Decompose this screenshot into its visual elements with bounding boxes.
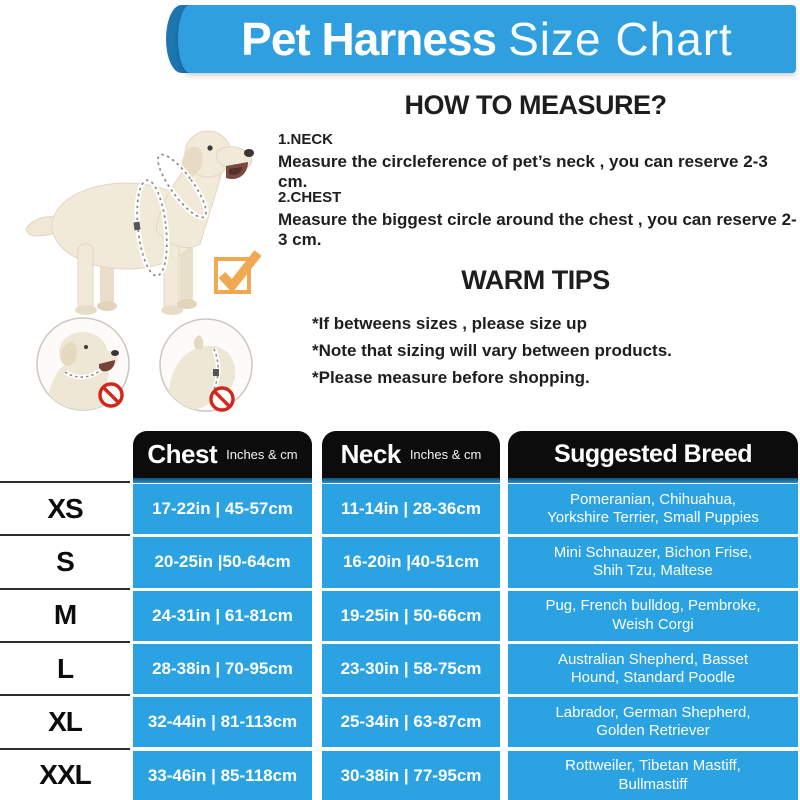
neck-cell: 16-20in |40-51cm bbox=[322, 537, 500, 588]
neck-header-unit: Inches & cm bbox=[409, 447, 482, 462]
breed-column-header: Suggested Breed bbox=[508, 431, 798, 478]
neck-header-strip bbox=[322, 478, 500, 483]
neck-column-header: Neck Inches & cm bbox=[322, 431, 500, 478]
prohibited-icon bbox=[209, 386, 235, 412]
warm-tip-3: *Please measure before shopping. bbox=[312, 368, 590, 387]
neck-cell: 30-38in | 77-95cm bbox=[322, 750, 500, 800]
size-cell: L bbox=[0, 640, 130, 695]
step-chest-text: Measure the biggest circle around the ch… bbox=[278, 210, 797, 249]
chest-cell: 17-22in | 45-57cm bbox=[133, 484, 312, 535]
page-title-bold: Pet Harness bbox=[241, 13, 497, 65]
warm-tips-title: WARM TIPS bbox=[461, 265, 610, 295]
neck-header-label: Neck bbox=[340, 439, 402, 469]
breed-cell: Pug, French bulldog, Pembroke, Weish Cor… bbox=[508, 590, 798, 641]
warm-tip-1: *If betweens sizes , please size up bbox=[312, 314, 587, 333]
chest-cell: 32-44in | 81-113cm bbox=[133, 697, 312, 748]
incorrect-measure-inset-1 bbox=[36, 317, 130, 411]
step-neck-label: 1.NECK bbox=[278, 131, 334, 148]
chest-header-strip bbox=[133, 478, 312, 483]
breed-header-strip bbox=[508, 478, 798, 483]
neck-cell: 23-30in | 58-75cm bbox=[322, 643, 500, 695]
chest-cell: 28-38in | 70-95cm bbox=[133, 643, 312, 695]
chest-column-header: Chest Inches & cm bbox=[133, 431, 312, 478]
breed-cell: Australian Shepherd, Basset Hound, Stand… bbox=[508, 643, 798, 695]
step-neck-text: Measure the circleference of pet’s neck … bbox=[278, 152, 768, 191]
breed-cell: Rottweiler, Tibetan Mastiff, Bullmastiff bbox=[508, 750, 798, 800]
chest-header-label: Chest bbox=[147, 439, 218, 469]
page-title-light: Size Chart bbox=[508, 13, 733, 65]
chest-header-unit: Inches & cm bbox=[226, 447, 298, 462]
breed-cell: Labrador, German Shepherd, Golden Retrie… bbox=[508, 697, 798, 748]
chest-cell: 24-31in | 61-81cm bbox=[133, 590, 312, 641]
neck-cell: 25-34in | 63-87cm bbox=[322, 697, 500, 748]
how-to-measure-title: HOW TO MEASURE? bbox=[404, 90, 668, 120]
neck-cell: 11-14in | 28-36cm bbox=[322, 484, 500, 535]
size-cell: S bbox=[0, 534, 130, 588]
checkmark-icon bbox=[214, 250, 262, 294]
incorrect-measure-inset-2 bbox=[159, 318, 253, 412]
step-chest-label: 2.CHEST bbox=[278, 189, 342, 206]
chest-cell: 20-25in |50-64cm bbox=[133, 537, 312, 588]
chest-cell: 33-46in | 85-118cm bbox=[133, 750, 312, 800]
neck-cell: 19-25in | 50-66cm bbox=[322, 590, 500, 641]
breed-header-label: Suggested Breed bbox=[553, 440, 753, 468]
prohibited-icon bbox=[98, 382, 124, 408]
warm-tip-2: *Note that sizing will vary between prod… bbox=[312, 341, 672, 360]
size-cell: XL bbox=[0, 694, 130, 748]
size-cell: XS bbox=[0, 481, 130, 535]
title-banner: Pet Harness Size Chart bbox=[178, 5, 796, 73]
breed-cell: Mini Schnauzer, Bichon Frise, Shih Tzu, … bbox=[508, 537, 798, 588]
size-cell: M bbox=[0, 587, 130, 641]
breed-cell: Pomeranian, Chihuahua, Yorkshire Terrier… bbox=[508, 484, 798, 535]
dog-illustration bbox=[25, 130, 254, 315]
size-cell: XXL bbox=[0, 747, 130, 800]
